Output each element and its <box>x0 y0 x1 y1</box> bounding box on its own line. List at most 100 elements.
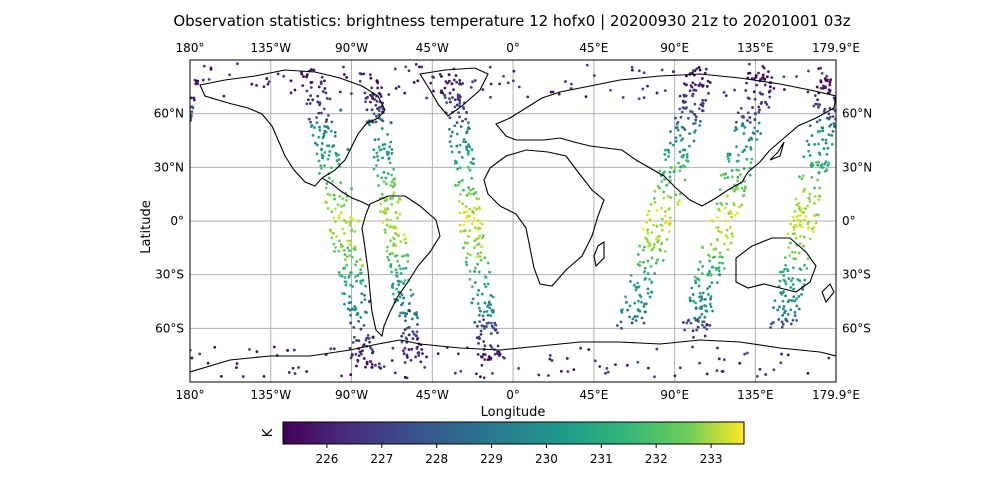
obs-point <box>643 270 647 273</box>
y-tick-label-left: 30°N <box>154 160 184 174</box>
obs-point <box>483 256 487 260</box>
obs-point <box>335 159 339 163</box>
obs-point <box>448 91 452 95</box>
obs-point <box>370 108 374 112</box>
obs-point <box>634 288 638 292</box>
obs-point <box>664 158 668 162</box>
obs-point <box>632 283 636 287</box>
obs-point <box>458 115 461 119</box>
obs-point <box>729 212 733 216</box>
x-tick-label-top: 90°E <box>660 41 689 55</box>
obs-point <box>348 295 352 298</box>
obs-point <box>691 345 694 349</box>
obs-point <box>235 62 239 66</box>
obs-point <box>429 81 433 85</box>
obs-point <box>405 337 409 341</box>
obs-point <box>683 128 687 132</box>
obs-point <box>347 275 351 279</box>
obs-point <box>346 307 350 311</box>
obs-point <box>387 258 391 262</box>
obs-point <box>798 223 802 227</box>
axis-ticks: 180° 180° 135°W 135°W 90°W 90°W 45°W 45°W 0° 0° 45… <box>154 41 873 402</box>
obs-point <box>752 90 756 94</box>
obs-point <box>389 140 393 144</box>
obs-point <box>694 301 697 305</box>
obs-point <box>718 251 722 255</box>
obs-point <box>307 117 311 121</box>
obs-point <box>747 138 751 142</box>
x-tick-label-top: 45°W <box>416 41 449 55</box>
obs-point <box>694 115 698 119</box>
obs-point <box>219 374 223 378</box>
y-tick-label-right: 0° <box>842 214 856 228</box>
x-tick-label-top: 135°W <box>250 41 291 55</box>
obs-point <box>341 291 345 295</box>
x-tick-label-bottom: 179.9°E <box>812 388 860 402</box>
obs-point <box>333 130 337 134</box>
obs-point <box>792 219 796 222</box>
obs-point <box>458 82 462 85</box>
obs-point <box>749 161 753 165</box>
obs-point <box>758 91 762 95</box>
obs-point <box>482 376 486 380</box>
obs-point <box>818 186 822 190</box>
obs-point <box>392 226 395 230</box>
obs-point <box>695 67 699 71</box>
obs-point <box>448 116 452 120</box>
obs-point <box>798 267 802 271</box>
obs-point <box>313 141 317 145</box>
obs-point <box>209 67 213 71</box>
obs-point <box>317 135 321 139</box>
obs-point <box>832 96 836 100</box>
obs-point <box>755 138 759 141</box>
obs-point <box>349 321 353 325</box>
obs-point <box>341 197 345 201</box>
obs-point <box>467 186 471 190</box>
obs-point <box>473 270 477 273</box>
obs-point <box>825 152 829 156</box>
obs-point <box>713 255 717 259</box>
obs-point <box>480 292 484 296</box>
obs-point <box>722 358 726 362</box>
obs-point <box>456 167 460 171</box>
obs-point <box>489 332 493 335</box>
obs-point <box>282 74 286 78</box>
obs-point <box>488 357 491 360</box>
obs-point <box>410 347 414 351</box>
sample-point <box>403 237 407 241</box>
obs-point <box>313 126 316 129</box>
obs-point <box>692 299 695 303</box>
obs-point <box>352 247 356 251</box>
obs-point <box>388 145 392 149</box>
obs-point <box>468 207 471 211</box>
obs-point <box>662 190 666 194</box>
obs-point <box>420 65 424 69</box>
obs-point <box>817 142 820 146</box>
obs-point <box>378 92 382 96</box>
obs-point <box>486 282 490 286</box>
obs-point <box>821 126 825 130</box>
obs-point <box>460 178 464 182</box>
obs-point <box>404 266 408 270</box>
obs-point <box>464 260 468 264</box>
obs-point <box>305 370 308 373</box>
sample-point <box>371 335 375 339</box>
obs-point <box>604 371 607 375</box>
obs-point <box>830 142 834 146</box>
obs-point <box>414 63 418 66</box>
obs-point <box>817 171 821 175</box>
obs-point <box>793 314 797 317</box>
obs-point <box>473 246 476 250</box>
obs-point <box>824 138 828 142</box>
obs-point <box>625 363 629 367</box>
obs-point <box>645 220 649 224</box>
obs-point <box>409 288 413 292</box>
obs-point <box>833 125 836 129</box>
obs-point <box>676 201 680 204</box>
obs-point <box>782 88 786 91</box>
obs-point <box>569 82 573 86</box>
obs-point <box>592 74 596 77</box>
obs-point <box>640 316 644 320</box>
obs-point <box>461 119 464 123</box>
obs-point <box>327 114 330 117</box>
